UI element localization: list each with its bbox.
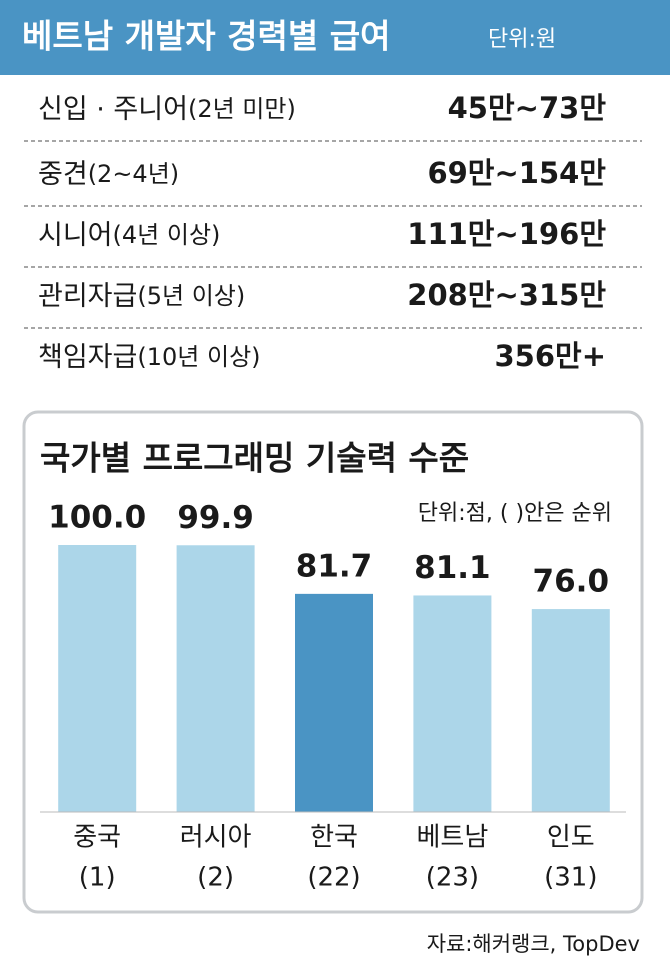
role: 신입 · 주니어 (38, 94, 188, 125)
category-label: 중국 (73, 823, 121, 853)
category-label: 한국 (310, 823, 358, 853)
value-label: 81.1 (414, 550, 491, 586)
row-label: 중견(2~4년) (38, 159, 179, 190)
category-label: 베트남 (417, 823, 489, 853)
value-label: 99.9 (177, 500, 254, 536)
experience: (4년 이상) (113, 221, 221, 249)
row-label: 관리자급(5년 이상) (38, 281, 245, 312)
role: 중견 (38, 159, 88, 190)
bar (531, 609, 610, 812)
rank-label: (2) (197, 863, 234, 893)
category-label: 러시아 (180, 823, 252, 853)
rank-label: (1) (79, 863, 116, 893)
salary: 111만~196만 (407, 217, 606, 251)
bar (295, 593, 373, 812)
role: 관리자급 (38, 281, 137, 312)
header-unit: 단위:원 (488, 27, 556, 52)
experience: (2년 미만) (188, 95, 296, 123)
role: 책임자급 (38, 342, 137, 373)
rank-label: (31) (544, 863, 597, 893)
category-label: 인도 (547, 823, 595, 853)
experience: (2~4년) (88, 160, 179, 188)
row-label: 책임자급(10년 이상) (38, 342, 261, 373)
source: 자료:해커랭크, TopDev (427, 932, 640, 956)
row-label: 시니어(4년 이상) (38, 220, 220, 251)
header-title: 베트남 개발자 경력별 급여 (22, 17, 390, 56)
bar (176, 545, 255, 812)
chart-title: 국가별 프로그래밍 기술력 수준 (40, 439, 469, 478)
rank-label: (22) (307, 863, 360, 893)
role: 시니어 (38, 220, 113, 251)
experience: (5년 이상) (137, 282, 245, 310)
salary: 45만~73만 (448, 91, 607, 125)
salary: 69만~154만 (427, 156, 606, 190)
chart-subtitle: 단위:점, ( )안은 순위 (418, 501, 612, 526)
value-label: 100.0 (48, 500, 146, 536)
experience: (10년 이상) (137, 343, 260, 371)
salary: 208만~315만 (407, 278, 606, 312)
salary: 356만+ (494, 339, 606, 373)
row-label: 신입 · 주니어(2년 미만) (38, 94, 296, 125)
value-label: 81.7 (296, 548, 373, 584)
bar (58, 545, 137, 812)
bar (413, 595, 492, 812)
header-band (0, 0, 670, 75)
value-label: 76.0 (533, 564, 610, 600)
rank-label: (23) (426, 863, 479, 893)
